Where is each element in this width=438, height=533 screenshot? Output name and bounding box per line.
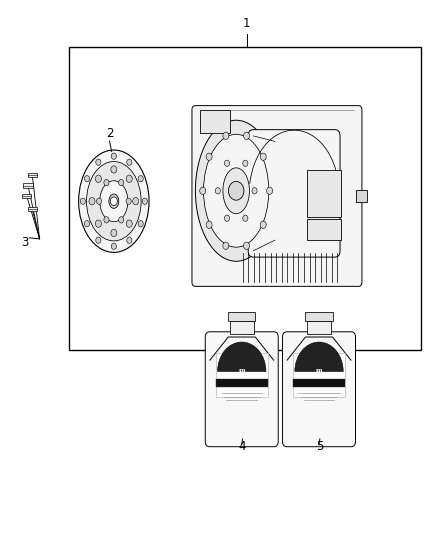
Text: m: m bbox=[238, 368, 245, 373]
Bar bbox=[216, 379, 268, 387]
Circle shape bbox=[260, 221, 266, 229]
Circle shape bbox=[133, 198, 139, 205]
Wedge shape bbox=[218, 342, 266, 372]
Circle shape bbox=[138, 221, 143, 227]
Text: 1: 1 bbox=[243, 17, 251, 30]
FancyBboxPatch shape bbox=[192, 106, 362, 286]
Ellipse shape bbox=[109, 194, 119, 208]
Ellipse shape bbox=[87, 161, 141, 241]
Wedge shape bbox=[295, 342, 343, 372]
Circle shape bbox=[96, 159, 101, 165]
Bar bbox=[69, 47, 421, 350]
Bar bbox=[357, 190, 367, 202]
Circle shape bbox=[104, 180, 109, 185]
Circle shape bbox=[229, 181, 244, 200]
Ellipse shape bbox=[79, 150, 149, 253]
Bar bbox=[216, 353, 268, 397]
Ellipse shape bbox=[204, 134, 269, 247]
Circle shape bbox=[95, 175, 102, 182]
Polygon shape bbox=[209, 337, 274, 360]
Circle shape bbox=[104, 217, 109, 223]
Circle shape bbox=[111, 166, 117, 173]
Text: m: m bbox=[316, 368, 322, 373]
Circle shape bbox=[89, 198, 95, 205]
Bar bbox=[307, 321, 331, 334]
FancyBboxPatch shape bbox=[248, 130, 340, 257]
Circle shape bbox=[138, 175, 143, 182]
Bar bbox=[200, 110, 230, 133]
Circle shape bbox=[206, 221, 212, 229]
Bar bbox=[307, 170, 341, 217]
Text: 3: 3 bbox=[21, 237, 28, 249]
Circle shape bbox=[85, 175, 90, 182]
Circle shape bbox=[111, 243, 117, 249]
Polygon shape bbox=[287, 337, 351, 360]
Circle shape bbox=[267, 187, 272, 195]
Text: 4: 4 bbox=[239, 440, 246, 453]
Bar bbox=[230, 321, 254, 334]
Bar bbox=[28, 173, 37, 177]
Circle shape bbox=[223, 132, 229, 140]
Circle shape bbox=[127, 159, 132, 165]
Circle shape bbox=[126, 175, 132, 182]
Circle shape bbox=[223, 242, 229, 249]
Bar bbox=[307, 220, 341, 240]
Circle shape bbox=[243, 160, 248, 166]
Circle shape bbox=[96, 237, 101, 244]
FancyBboxPatch shape bbox=[205, 332, 278, 447]
Circle shape bbox=[127, 237, 132, 244]
Bar bbox=[305, 312, 333, 321]
Circle shape bbox=[119, 180, 124, 185]
Text: 5: 5 bbox=[316, 440, 324, 453]
Circle shape bbox=[252, 188, 257, 194]
Bar bbox=[228, 312, 255, 321]
Circle shape bbox=[111, 229, 117, 237]
Circle shape bbox=[224, 215, 230, 221]
Circle shape bbox=[95, 220, 102, 227]
Bar bbox=[293, 379, 345, 387]
Circle shape bbox=[260, 153, 266, 160]
Circle shape bbox=[244, 132, 250, 140]
FancyBboxPatch shape bbox=[283, 332, 356, 447]
Ellipse shape bbox=[195, 120, 277, 261]
Circle shape bbox=[243, 215, 248, 221]
Circle shape bbox=[142, 198, 147, 204]
Bar bbox=[28, 207, 37, 212]
Circle shape bbox=[224, 160, 230, 166]
Circle shape bbox=[126, 198, 131, 204]
Circle shape bbox=[119, 217, 124, 223]
Bar bbox=[22, 193, 32, 198]
Circle shape bbox=[111, 153, 117, 159]
Bar bbox=[23, 183, 33, 188]
Circle shape bbox=[200, 187, 206, 195]
Circle shape bbox=[126, 220, 132, 227]
Circle shape bbox=[96, 198, 102, 204]
Ellipse shape bbox=[223, 168, 249, 214]
Circle shape bbox=[80, 198, 85, 204]
Ellipse shape bbox=[100, 181, 128, 222]
Circle shape bbox=[85, 221, 90, 227]
Circle shape bbox=[206, 153, 212, 160]
Circle shape bbox=[215, 188, 220, 194]
Text: 2: 2 bbox=[106, 127, 113, 140]
Circle shape bbox=[110, 197, 117, 206]
Circle shape bbox=[244, 242, 250, 249]
Bar bbox=[293, 353, 345, 397]
